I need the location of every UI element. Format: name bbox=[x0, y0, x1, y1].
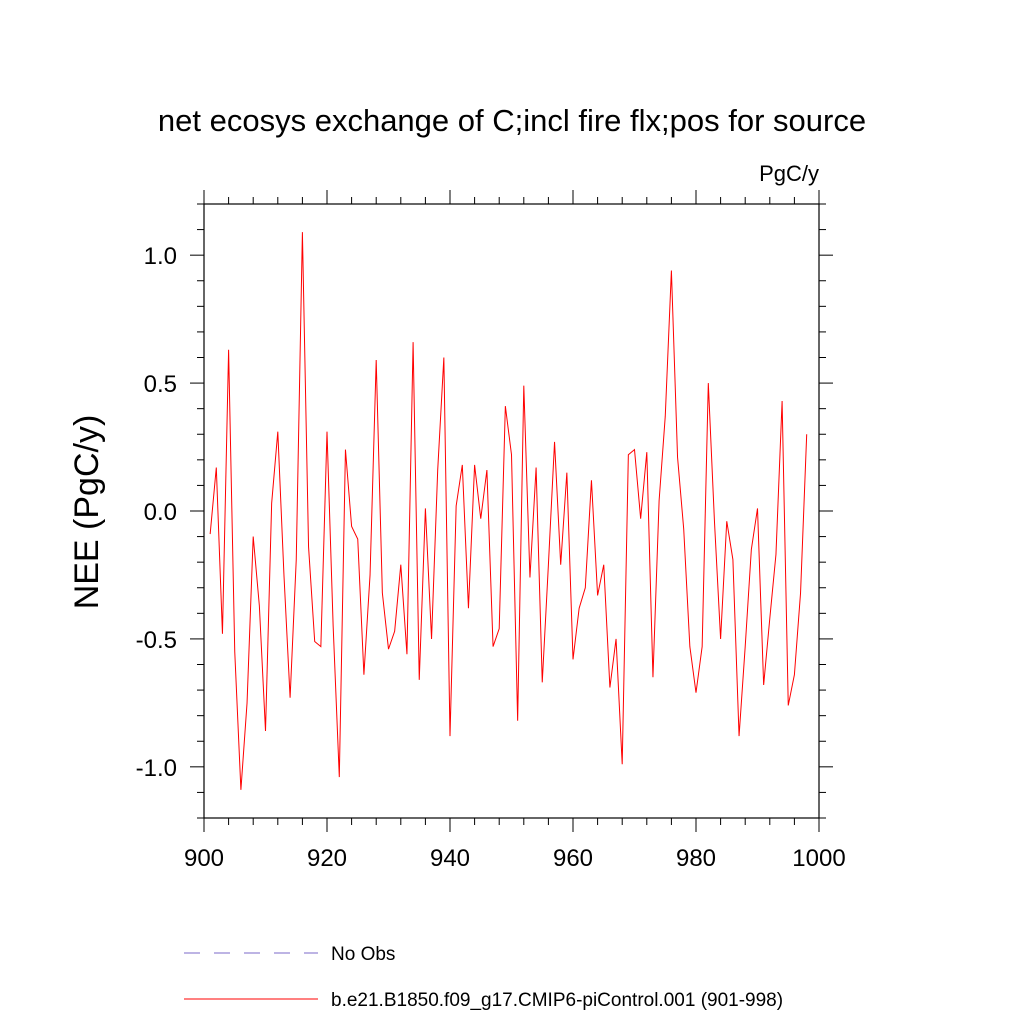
x-tick-label: 920 bbox=[307, 845, 347, 872]
series-line bbox=[209, 232, 808, 790]
units-label: PgC/y bbox=[759, 161, 819, 186]
y-tick-label: 0.5 bbox=[144, 371, 177, 398]
y-tick-label: -0.5 bbox=[136, 627, 177, 654]
x-tick-label: 980 bbox=[676, 845, 716, 872]
x-tick-label: 960 bbox=[553, 845, 593, 872]
axis-tick-labels: 900 920 940 960 980 1000 1.0 0.5 0.0 -0.5 -1.0 bbox=[136, 243, 846, 872]
series-lines bbox=[209, 232, 808, 790]
legend-label: b.e21.B1850.f09_g17.CMIP6-piControl.001 … bbox=[331, 990, 783, 1011]
x-tick-label: 1000 bbox=[792, 845, 845, 872]
axis-ticks bbox=[190, 190, 833, 832]
y-tick-label: -1.0 bbox=[136, 755, 177, 782]
y-axis-label: NEE (PgC/y) bbox=[68, 415, 106, 610]
plot-frame bbox=[203, 203, 820, 819]
legend: No Obs b.e21.B1850.f09_g17.CMIP6-piContro… bbox=[184, 944, 783, 1011]
y-tick-label: 1.0 bbox=[144, 243, 177, 270]
legend-label: No Obs bbox=[331, 944, 395, 965]
y-tick-label: 0.0 bbox=[144, 499, 177, 526]
x-tick-label: 900 bbox=[184, 845, 224, 872]
chart-title: net ecosys exchange of C;incl fire flx;p… bbox=[158, 103, 866, 138]
x-tick-label: 940 bbox=[430, 845, 470, 872]
